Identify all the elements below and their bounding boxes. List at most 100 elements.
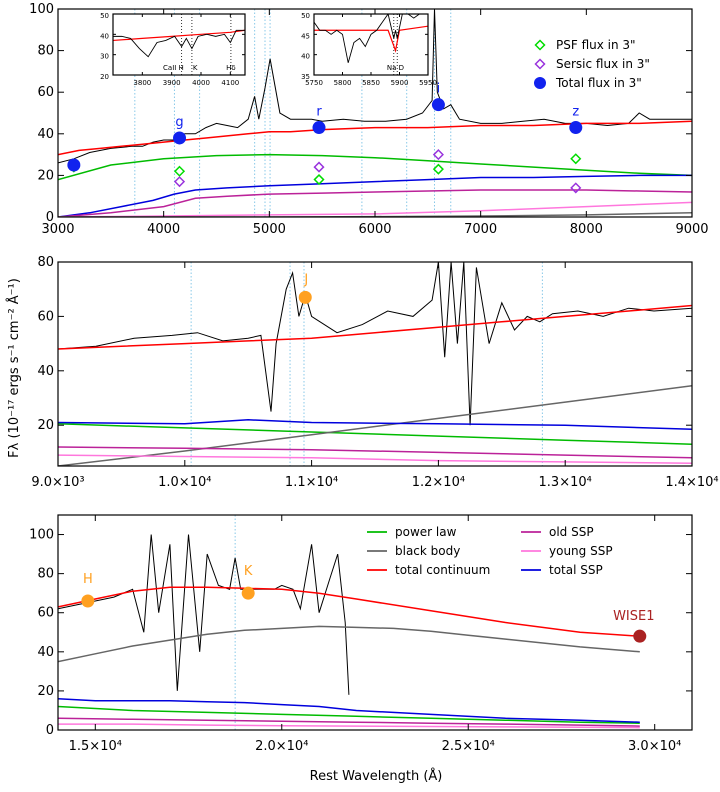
middle-xtick-label: 1.2×10⁴ [412, 475, 465, 490]
legend-label: Total flux in 3" [555, 76, 642, 90]
psf-flux-marker [173, 165, 186, 177]
inset-background [314, 14, 428, 75]
top-series-line [58, 174, 692, 217]
legend-label: total SSP [549, 563, 603, 577]
top-xtick-label: 6000 [358, 222, 391, 237]
inset-ytick-label: 50 [100, 12, 109, 20]
band-label: J [303, 272, 308, 287]
middle-series-line [58, 423, 692, 445]
bottom-series-line [58, 723, 640, 729]
top-series-line [58, 120, 692, 156]
x-axis-label: Rest Wavelength (Å) [310, 768, 443, 784]
inset-xtick-label: 5800 [334, 79, 352, 87]
top-series-line [58, 153, 692, 181]
total-flux-marker [173, 131, 187, 145]
bottom-ytick-label: 60 [37, 606, 54, 621]
top-ytick-label: 20 [37, 168, 54, 183]
legend-label: Sersic flux in 3" [556, 57, 650, 71]
bottom-ytick-label: 20 [37, 684, 54, 699]
legend-label: old SSP [549, 525, 594, 539]
psf-flux-marker [313, 173, 325, 186]
bottom-series-line [58, 705, 640, 724]
inset-panel: CaII H K Hδ 3800 3900 4000 4100 20 30 40 50 [100, 12, 246, 87]
sersic-flux-marker [432, 149, 444, 161]
middle-series-line [58, 419, 692, 431]
legend-label: PSF flux in 3" [556, 38, 636, 52]
total-flux-marker [431, 98, 445, 112]
top-series-line [58, 9, 692, 164]
band-flux-marker [241, 586, 255, 600]
middle-series-line [58, 446, 692, 459]
inset-background [113, 14, 245, 75]
y-axis-label: Fλ (10⁻¹⁷ ergs s⁻¹ cm⁻² Å⁻¹) [6, 278, 22, 458]
bottom-series-line [58, 534, 350, 695]
legend-marker [534, 58, 546, 70]
middle-series-line [58, 385, 692, 466]
top-ytick-label: 100 [29, 2, 54, 17]
top-ytick-label: 40 [37, 127, 54, 142]
total-flux-marker [67, 158, 81, 172]
inset-xtick-label: 5950 [419, 79, 437, 87]
legend-label: black body [395, 544, 460, 558]
sersic-flux-marker [570, 182, 582, 194]
total-flux-marker [569, 121, 583, 135]
middle-xtick-label: 1.4×10⁴ [665, 475, 718, 490]
bottom-series-line [58, 697, 640, 723]
inset-frame [112, 13, 246, 76]
inset-line-label: Na D [387, 64, 404, 72]
band-flux-marker [81, 594, 95, 608]
bottom-series-line [58, 717, 640, 727]
band-label: z [572, 105, 579, 120]
inset-ytick-label: 50 [301, 12, 310, 20]
inset-xtick-label: 5750 [305, 79, 323, 87]
middle-series-line [58, 454, 692, 465]
bottom-series-line [58, 625, 640, 663]
inset-xtick-label: 5850 [362, 79, 380, 87]
inset-line-label: CaII H [163, 64, 184, 72]
inset-series-line [113, 29, 245, 58]
middle-xtick-label: 9.0×10³ [31, 475, 84, 490]
top-ytick-label: 80 [37, 44, 54, 59]
inset-series-line [314, 25, 428, 53]
top-ytick-label: 60 [37, 85, 54, 100]
sersic-flux-marker [173, 176, 186, 188]
bottom-ytick-label: 100 [29, 528, 54, 543]
inset-series-line [113, 29, 245, 42]
legend-label: young SSP [549, 544, 613, 558]
middle-series-line [58, 304, 692, 350]
top-xtick-label: 8000 [570, 222, 603, 237]
bottom-xtick-label: 2.5×10⁴ [442, 739, 495, 754]
middle-frame [57, 261, 693, 467]
legend-marker [534, 77, 546, 89]
middle-ytick-label: 40 [37, 364, 54, 379]
band-label: K [244, 564, 253, 579]
top-xtick-label: 4000 [147, 222, 180, 237]
middle-xtick-label: 1.0×10⁴ [158, 475, 211, 490]
top-xtick-label: 5000 [253, 222, 286, 237]
band-label: r [316, 105, 322, 120]
band-label: g [175, 115, 183, 130]
band-label: WISE1 [613, 609, 654, 624]
top-xtick-label: 9000 [675, 222, 708, 237]
inset-panel: Na D 5750 5800 5850 5900 5950 35 40 45 50 [301, 12, 437, 87]
inset-ytick-label: 35 [301, 73, 310, 81]
inset-ytick-label: 40 [100, 32, 109, 40]
top-ytick-label: 0 [46, 210, 54, 225]
middle-ytick-label: 80 [37, 255, 54, 270]
inset-series-line [314, 14, 428, 63]
bottom-xtick-label: 1.5×10⁴ [69, 739, 122, 754]
inset-xtick-label: 3800 [133, 79, 151, 87]
bottom-xtick-label: 3.0×10⁴ [628, 739, 681, 754]
band-label: i [437, 82, 441, 97]
top-series-line [58, 212, 692, 217]
bottom-xtick-label: 2.0×10⁴ [255, 739, 308, 754]
middle-xtick-label: 1.1×10⁴ [285, 475, 338, 490]
inset-xtick-label: 5900 [391, 79, 409, 87]
inset-xtick-label: 3900 [163, 79, 181, 87]
middle-ytick-label: 20 [37, 418, 54, 433]
bottom-ytick-label: 0 [46, 723, 54, 738]
inset-ytick-label: 40 [301, 53, 310, 61]
psf-flux-marker [570, 153, 582, 165]
middle-ytick-label: 60 [37, 309, 54, 324]
